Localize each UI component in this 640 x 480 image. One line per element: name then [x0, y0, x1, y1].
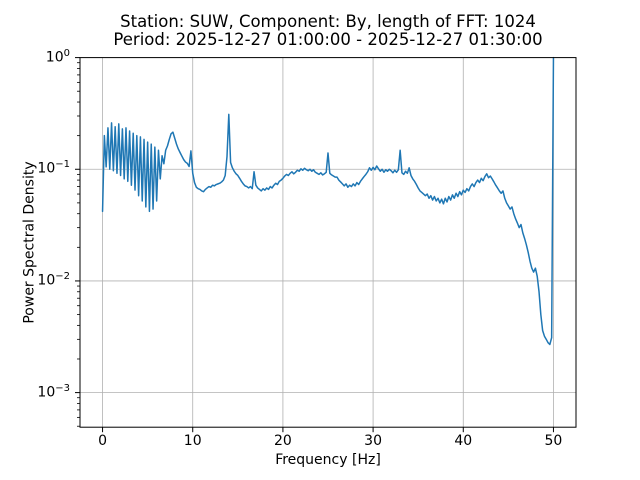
chart-title-line1: Station: SUW, Component: By, length of F…	[120, 12, 536, 31]
x-tick-label: 10	[183, 433, 202, 449]
x-tick-label: 40	[454, 433, 473, 449]
axes-border	[79, 57, 577, 428]
x-tick-label: 0	[98, 433, 107, 449]
x-tick-label: 50	[544, 433, 563, 449]
chart-title-line2: Period: 2025-12-27 01:00:00 - 2025-12-27…	[113, 30, 543, 49]
x-tick-label: 30	[364, 433, 382, 449]
chart-title: Station: SUW, Component: By, length of F…	[80, 13, 576, 49]
y-tick-label: 10−3	[37, 382, 70, 401]
psd-series-line	[101, 56, 555, 346]
y-tick-label: 10−2	[37, 270, 70, 289]
x-axis-label: Frequency [Hz]	[275, 452, 381, 468]
y-tick-label: 10−1	[37, 159, 70, 177]
y-tick-label: 100	[45, 47, 70, 66]
x-tick-label: 20	[273, 433, 292, 449]
